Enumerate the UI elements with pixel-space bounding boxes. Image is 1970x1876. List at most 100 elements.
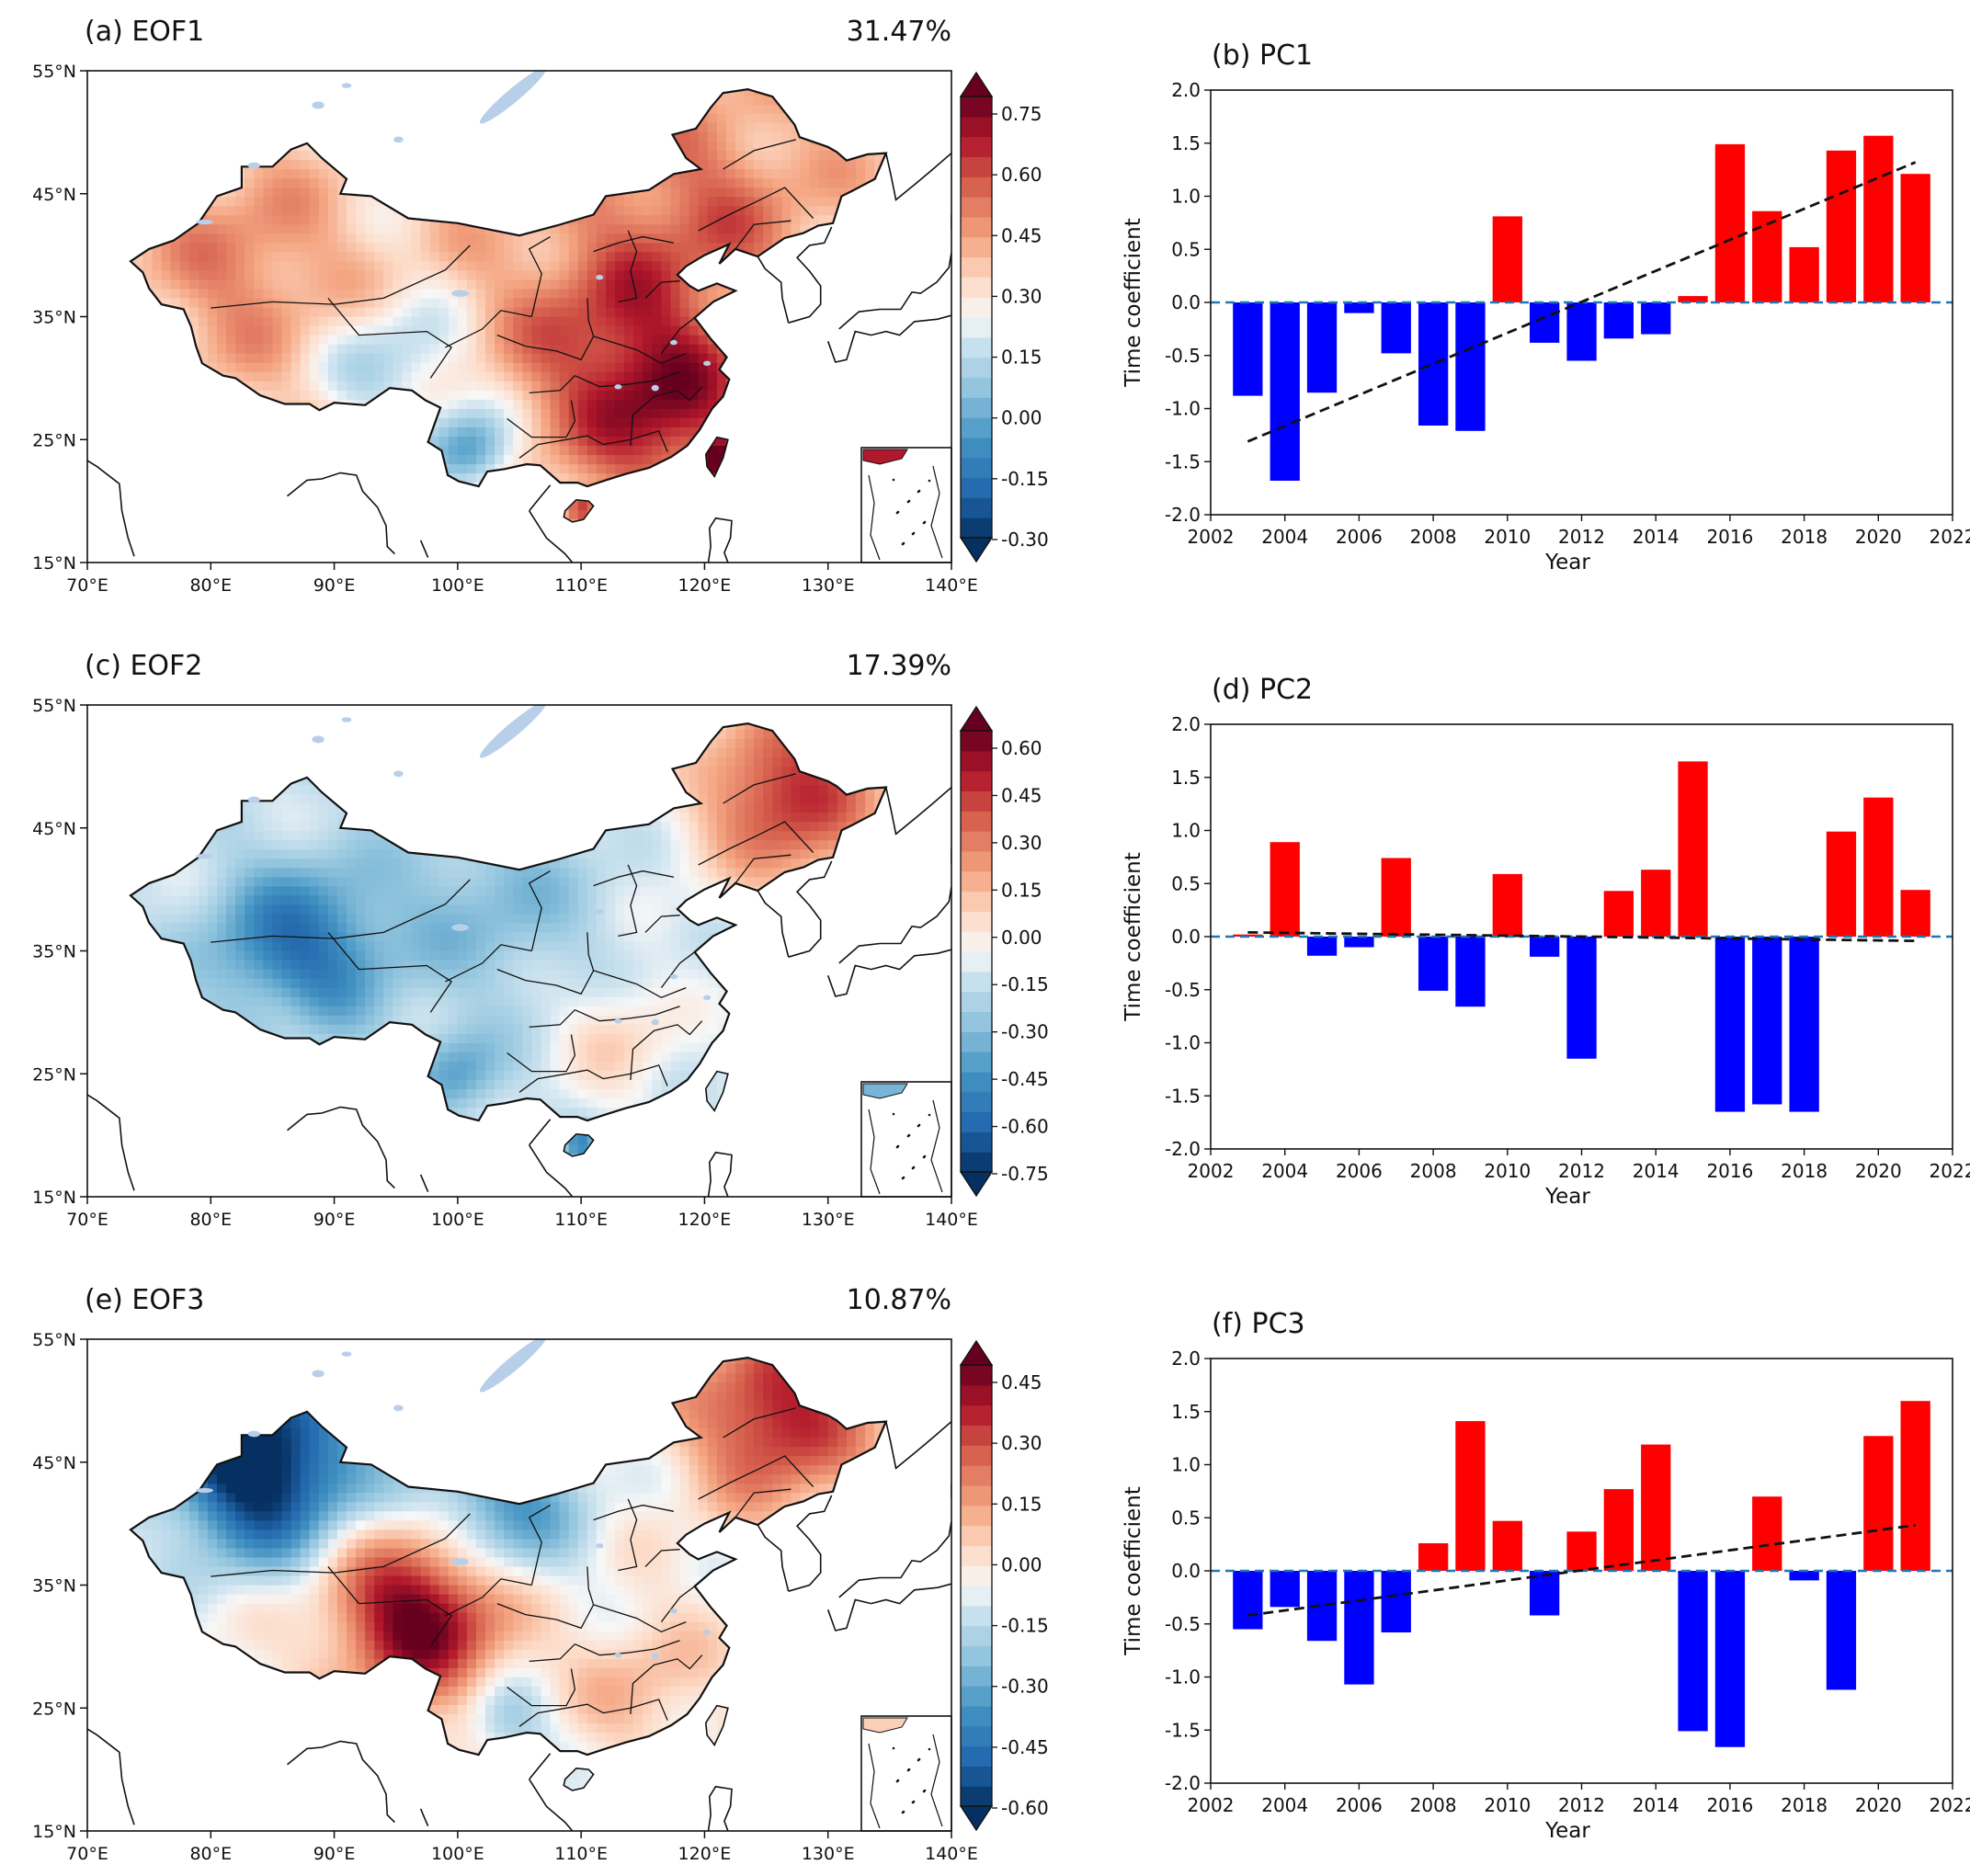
colorbar-level	[961, 951, 992, 972]
colorbar-level	[961, 1645, 992, 1666]
lake	[196, 1487, 213, 1494]
lake	[614, 1018, 622, 1024]
colorbar-level	[961, 870, 992, 893]
coastline	[529, 1753, 552, 1780]
lake	[703, 995, 712, 1000]
pc-bar	[1826, 1571, 1857, 1690]
colorbar-level	[961, 750, 992, 772]
inset-island	[901, 1811, 905, 1814]
lon-tick-label: 70°E	[66, 575, 108, 596]
pc-bar	[1270, 302, 1300, 481]
hainan-outline	[563, 1132, 595, 1157]
colorbar-level	[961, 1586, 992, 1607]
colorbar-level	[961, 336, 992, 358]
colorbar-min-arrow	[959, 1805, 994, 1832]
colorbar-level	[961, 911, 992, 932]
lake	[596, 909, 604, 915]
pc-bar	[1678, 1571, 1708, 1732]
province-boundary	[723, 773, 796, 804]
inset-island	[895, 511, 899, 515]
lat-tick-label: 15°N	[32, 1822, 76, 1842]
colorbar-level	[961, 1052, 992, 1073]
lon-tick-label: 110°E	[554, 1210, 608, 1230]
colorbar-level	[961, 731, 992, 752]
colorbar-level	[961, 770, 992, 791]
map-lines	[87, 71, 951, 563]
inset-island	[928, 1113, 931, 1117]
colorbar-level	[961, 1545, 992, 1566]
coastline	[529, 1144, 574, 1197]
pc-bar	[1270, 1571, 1300, 1608]
coastline	[87, 1728, 135, 1825]
coastline	[707, 517, 733, 563]
province-boundary	[593, 235, 675, 253]
coastline	[838, 886, 951, 964]
pc-bar	[1381, 1571, 1411, 1632]
colorbar-tick-label: 0.15	[1001, 347, 1042, 369]
y-tick-label: -0.5	[1165, 979, 1201, 1001]
x-tick-label: 2002	[1188, 526, 1235, 548]
pc-bar	[1789, 937, 1819, 1112]
colorbar-level	[961, 377, 992, 398]
lat-tick-label: 25°N	[32, 430, 76, 450]
x-tick-label: 2004	[1261, 526, 1308, 548]
colorbar-level	[961, 97, 992, 118]
x-tick-label: 2008	[1410, 1160, 1457, 1182]
colorbar-level	[961, 1111, 992, 1132]
china-border	[129, 722, 888, 1122]
hainan-outline	[563, 1767, 595, 1791]
pc-bar	[1306, 937, 1338, 956]
colorbar-tick-label: -0.60	[1001, 1116, 1049, 1138]
colorbar: 0.45 0.30 0.15 0.00 -0.15 -0.30 -0.45 -0.60	[959, 1339, 1049, 1832]
pc-bar	[1789, 1571, 1819, 1581]
colorbar-level	[961, 991, 992, 1012]
coastline	[757, 1524, 790, 1592]
x-tick-label: 2008	[1410, 526, 1457, 548]
coastline	[707, 1151, 733, 1197]
pc-bar	[1566, 302, 1597, 361]
lat-tick-label: 35°N	[32, 942, 76, 962]
inset-island	[922, 1790, 926, 1793]
pc-bar	[1344, 1571, 1374, 1685]
province-boundary	[575, 1640, 680, 1656]
province-boundary	[586, 1566, 687, 1633]
map-lines	[87, 705, 951, 1197]
lon-tick-label: 70°E	[66, 1844, 108, 1864]
colorbar-level	[961, 1011, 992, 1032]
x-tick-label: 2020	[1855, 1160, 1902, 1182]
y-tick-label: -1.5	[1165, 450, 1201, 472]
y-tick-label: 1.0	[1171, 186, 1201, 208]
taiwan-outline	[704, 1070, 729, 1112]
coastline	[788, 1495, 833, 1592]
colorbar-max-arrow	[959, 705, 994, 732]
colorbar-level	[961, 1605, 992, 1627]
colorbar-level	[961, 517, 992, 539]
province-boundary	[445, 944, 532, 983]
province-boundary	[529, 1643, 575, 1663]
x-tick-label: 2014	[1633, 1794, 1680, 1816]
lon-tick-label: 140°E	[925, 1210, 978, 1230]
province-boundary	[630, 386, 703, 446]
pc-bar	[1455, 302, 1486, 431]
lon-tick-label: 120°E	[678, 1210, 732, 1230]
pc-bar	[1641, 870, 1671, 937]
colorbar-tick-label: -0.45	[1001, 1068, 1049, 1090]
inset-land	[862, 1717, 908, 1734]
y-tick-label: -1.5	[1165, 1085, 1201, 1107]
eof-map-panel: (a) EOF1 31.47% 55°N 45°N 35°N 25°N 15°N70°E 80…	[32, 16, 1049, 596]
colorbar-level	[961, 397, 992, 418]
y-axis-label: Time coefficient	[1122, 1486, 1145, 1655]
pc-bar	[1752, 210, 1782, 302]
variance-explained: 10.87%	[847, 1284, 951, 1316]
colorbar-level	[961, 497, 992, 518]
lake	[614, 1653, 622, 1658]
colorbar-level	[961, 236, 992, 258]
colorbar-frame	[960, 96, 993, 539]
trend-line	[1247, 1523, 1916, 1617]
y-tick-label: 1.5	[1171, 1401, 1201, 1423]
colorbar-tick-label: 0.15	[1001, 879, 1042, 901]
china-border	[129, 87, 888, 488]
x-tick-label: 2014	[1633, 526, 1680, 548]
colorbar-tick-label: -0.30	[1001, 529, 1049, 551]
china-border	[129, 1356, 888, 1757]
